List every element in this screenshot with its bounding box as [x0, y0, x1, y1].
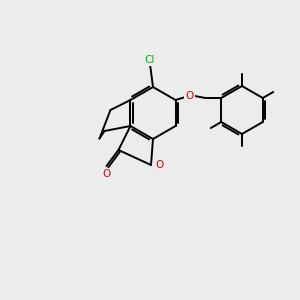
Text: O: O: [102, 169, 111, 179]
Text: O: O: [155, 160, 163, 170]
Text: Cl: Cl: [145, 55, 155, 65]
Text: O: O: [185, 91, 194, 101]
